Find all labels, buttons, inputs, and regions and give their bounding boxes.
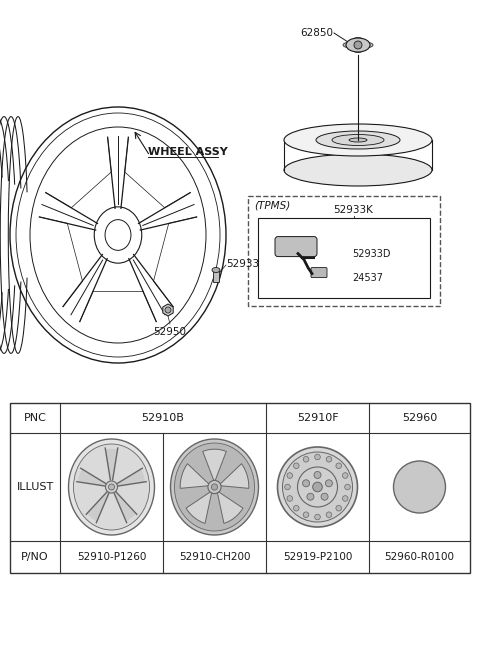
Ellipse shape xyxy=(332,134,384,146)
Circle shape xyxy=(293,505,299,511)
Ellipse shape xyxy=(283,452,352,522)
Text: 52933D: 52933D xyxy=(353,249,391,258)
Text: Kia: Kia xyxy=(407,480,432,494)
Circle shape xyxy=(287,496,293,501)
Circle shape xyxy=(326,512,332,518)
Ellipse shape xyxy=(212,268,220,272)
Ellipse shape xyxy=(353,47,363,52)
Ellipse shape xyxy=(69,439,155,535)
Circle shape xyxy=(108,484,115,490)
Polygon shape xyxy=(217,492,243,523)
Text: 52910-CH200: 52910-CH200 xyxy=(179,552,250,562)
FancyBboxPatch shape xyxy=(258,218,430,298)
FancyBboxPatch shape xyxy=(311,268,327,277)
Ellipse shape xyxy=(284,124,432,156)
FancyBboxPatch shape xyxy=(10,403,470,573)
Text: ILLUST: ILLUST xyxy=(16,482,54,492)
Circle shape xyxy=(325,480,333,487)
Circle shape xyxy=(302,480,310,487)
Polygon shape xyxy=(117,469,145,486)
Ellipse shape xyxy=(170,439,259,535)
Circle shape xyxy=(345,484,350,490)
Text: 52960: 52960 xyxy=(402,413,437,423)
Circle shape xyxy=(285,484,290,490)
Circle shape xyxy=(314,472,321,478)
Text: 24537: 24537 xyxy=(353,273,384,283)
Circle shape xyxy=(315,514,320,520)
Text: PNC: PNC xyxy=(24,413,47,423)
Ellipse shape xyxy=(284,154,432,186)
Circle shape xyxy=(342,473,348,478)
Text: (TPMS): (TPMS) xyxy=(254,200,290,210)
Polygon shape xyxy=(106,449,118,480)
Circle shape xyxy=(321,493,328,501)
Text: 52950: 52950 xyxy=(154,327,187,337)
FancyBboxPatch shape xyxy=(214,270,219,283)
Ellipse shape xyxy=(73,444,149,530)
Circle shape xyxy=(303,457,309,462)
Ellipse shape xyxy=(346,38,370,52)
Circle shape xyxy=(293,463,299,468)
Ellipse shape xyxy=(353,37,363,43)
Text: 52919-P2100: 52919-P2100 xyxy=(283,552,352,562)
Polygon shape xyxy=(78,469,106,486)
Polygon shape xyxy=(203,449,226,480)
Ellipse shape xyxy=(277,447,358,527)
Circle shape xyxy=(336,463,341,468)
Text: 62850: 62850 xyxy=(300,28,333,38)
Text: P/NO: P/NO xyxy=(21,552,49,562)
Ellipse shape xyxy=(343,43,353,47)
Polygon shape xyxy=(87,492,108,522)
Circle shape xyxy=(336,505,341,511)
Text: 52910F: 52910F xyxy=(297,413,338,423)
Ellipse shape xyxy=(349,138,367,142)
Circle shape xyxy=(307,493,314,501)
Ellipse shape xyxy=(298,467,337,507)
Text: WHEEL ASSY: WHEEL ASSY xyxy=(148,147,228,157)
Ellipse shape xyxy=(316,131,400,149)
Circle shape xyxy=(287,473,293,478)
Circle shape xyxy=(165,307,171,313)
Polygon shape xyxy=(220,464,249,488)
Circle shape xyxy=(354,41,362,49)
Text: 52933: 52933 xyxy=(226,259,259,269)
Text: 52933K: 52933K xyxy=(334,205,373,215)
Circle shape xyxy=(106,481,118,493)
Circle shape xyxy=(211,484,217,490)
Polygon shape xyxy=(180,464,209,488)
FancyBboxPatch shape xyxy=(248,196,440,306)
Text: 52910-P1260: 52910-P1260 xyxy=(77,552,146,562)
Circle shape xyxy=(303,512,309,518)
Text: 52960-R0100: 52960-R0100 xyxy=(384,552,455,562)
Ellipse shape xyxy=(363,43,373,47)
Ellipse shape xyxy=(175,443,254,531)
Text: 52910B: 52910B xyxy=(142,413,184,423)
Ellipse shape xyxy=(394,461,445,513)
Polygon shape xyxy=(114,492,136,522)
Circle shape xyxy=(315,454,320,460)
Circle shape xyxy=(326,457,332,462)
Circle shape xyxy=(208,480,221,493)
FancyBboxPatch shape xyxy=(275,237,317,256)
Circle shape xyxy=(312,482,322,492)
Circle shape xyxy=(342,496,348,501)
Polygon shape xyxy=(186,492,212,523)
